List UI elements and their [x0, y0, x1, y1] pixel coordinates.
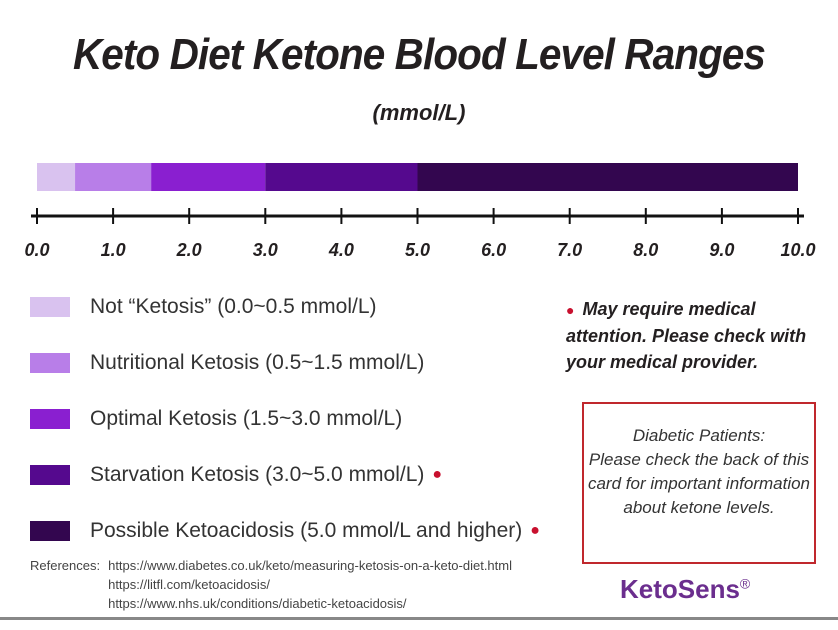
tick-label: 2.0: [176, 240, 202, 260]
tick-label: 9.0: [709, 240, 734, 260]
tick-label: 7.0: [557, 240, 582, 260]
legend-label: Nutritional Ketosis (0.5~1.5 mmol/L): [90, 351, 425, 374]
bar-segment: [151, 163, 266, 191]
legend-item: Not “Ketosis” (0.0~0.5 mmol/L): [30, 295, 377, 319]
warning-note-text: May require medical attention. Please ch…: [566, 299, 807, 372]
legend-item: Starvation Ketosis (3.0~5.0 mmol/L) ●: [30, 463, 442, 487]
bar-segment: [75, 163, 152, 191]
notice-title: Diabetic Patients:: [632, 426, 766, 445]
legend-swatch: [30, 409, 70, 429]
warning-dot-icon: ●: [566, 302, 575, 318]
warning-dot-icon: ●: [432, 466, 443, 483]
chart-title: Keto Diet Ketone Blood Level Ranges: [72, 30, 766, 79]
logo-registered-mark: ®: [739, 575, 751, 592]
legend-swatch: [30, 521, 70, 541]
logo-text: KetoSens: [620, 574, 740, 604]
range-bar-chart: 0.0 1.0 2.0 3.0 4.0 5.0 6.0 7.0 8.0 9.0 10.0: [24, 163, 816, 260]
tick-label: 10.0: [780, 240, 815, 260]
legend-swatch: [30, 465, 70, 485]
legend-label: Not “Ketosis” (0.0~0.5 mmol/L): [90, 295, 377, 318]
legend-item: Nutritional Ketosis (0.5~1.5 mmol/L): [30, 351, 424, 375]
reference-link[interactable]: https://www.nhs.uk/conditions/diabetic-k…: [108, 596, 407, 611]
bar-segment: [417, 163, 798, 191]
tick-label: 6.0: [481, 240, 506, 260]
legend-item: Optimal Ketosis (1.5~3.0 mmol/L): [30, 407, 402, 431]
tick-label: 3.0: [253, 240, 278, 260]
legend-label: Starvation Ketosis (3.0~5.0 mmol/L): [90, 463, 425, 486]
bar-segment: [37, 163, 76, 191]
reference-link[interactable]: https://litfl.com/ketoacidosis/: [108, 577, 270, 592]
warning-note: ● May require medical attention. Please c…: [566, 296, 826, 375]
tick-label: 8.0: [633, 240, 658, 260]
tick-label: 1.0: [101, 240, 126, 260]
notice-text: Please check the back of this card for i…: [587, 450, 811, 517]
bottom-divider: [0, 617, 838, 620]
references: References: https://www.diabetes.co.uk/ke…: [30, 556, 512, 613]
chart-subtitle: (mmol/L): [372, 100, 466, 125]
tick-label: 4.0: [328, 240, 354, 260]
tick-label: 0.0: [24, 240, 49, 260]
ketosens-logo: KetoSens®: [620, 574, 750, 605]
legend-swatch: [30, 353, 70, 373]
bar-segment: [265, 163, 418, 191]
legend-item: Possible Ketoacidosis (5.0 mmol/L and hi…: [30, 519, 540, 543]
reference-link[interactable]: https://www.diabetes.co.uk/keto/measurin…: [108, 558, 512, 573]
tick-label: 5.0: [405, 240, 430, 260]
legend-label: Possible Ketoacidosis (5.0 mmol/L and hi…: [90, 519, 523, 542]
warning-dot-icon: ●: [530, 522, 540, 539]
diabetic-notice-box: Diabetic Patients: Please check the back …: [582, 402, 816, 564]
legend-swatch: [30, 297, 70, 317]
references-label: References:: [30, 558, 101, 573]
legend-label: Optimal Ketosis (1.5~3.0 mmol/L): [90, 407, 403, 430]
